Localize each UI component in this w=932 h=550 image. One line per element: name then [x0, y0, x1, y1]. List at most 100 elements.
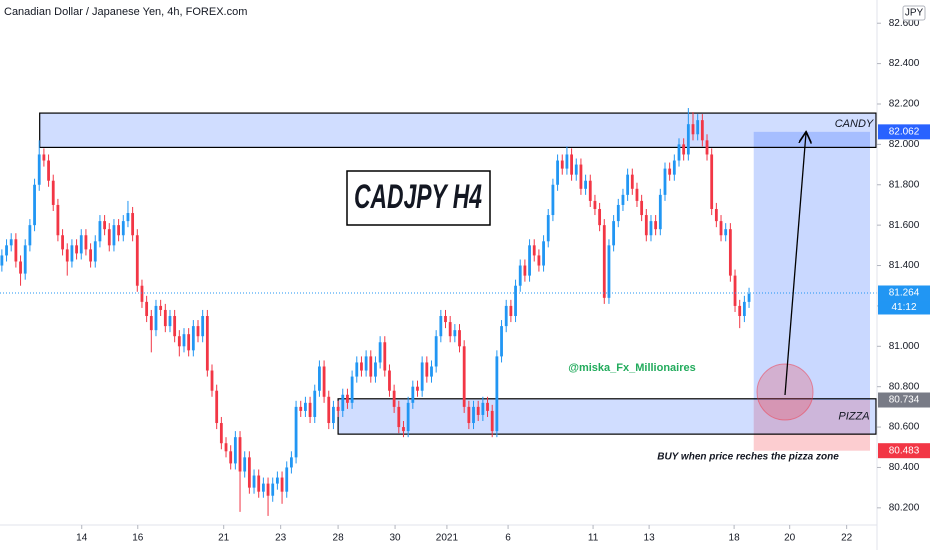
candle-body	[420, 362, 424, 391]
candle-body	[75, 245, 78, 254]
candle-body	[37, 154, 41, 185]
candle-body	[467, 406, 471, 424]
candle-body	[215, 390, 219, 424]
note: BUY when price reches the pizza zone	[657, 452, 839, 463]
x-tick-label: 22	[841, 533, 853, 544]
candle-body	[696, 120, 700, 135]
currency: JPY	[905, 8, 924, 19]
candle-body	[584, 180, 588, 189]
candle-body	[649, 221, 653, 236]
candle-body	[542, 241, 545, 266]
arrow	[784, 133, 806, 396]
candle-body	[159, 305, 163, 310]
stop-label: 80.483	[889, 445, 920, 456]
candle-body	[691, 124, 695, 135]
candle-body	[243, 457, 247, 472]
candle-body	[500, 326, 503, 357]
candle-body	[350, 376, 354, 403]
handle: @miska_Fx_Millionaires	[568, 362, 696, 374]
candle-body	[313, 390, 317, 417]
candle-body	[308, 402, 312, 417]
candle-body	[644, 215, 648, 236]
candle-body	[121, 221, 125, 236]
candle-body	[257, 475, 261, 492]
candle-body	[416, 386, 419, 391]
y-tick-label: 80.600	[889, 422, 920, 433]
candle-body	[23, 245, 27, 274]
candle-body	[364, 356, 368, 371]
candle-body	[565, 154, 569, 169]
candle-body	[593, 200, 597, 209]
candle-body	[275, 477, 279, 484]
candle-body	[149, 316, 153, 331]
candle-body	[481, 402, 485, 415]
candle-body	[719, 221, 723, 236]
x-tick-label: 20	[784, 533, 796, 544]
candle-body	[654, 221, 658, 230]
candle-body	[677, 144, 681, 161]
candle-body	[682, 144, 686, 155]
candle-body	[546, 215, 550, 242]
candle-body	[252, 475, 256, 488]
countdown: 41:12	[891, 302, 916, 313]
candle-body	[733, 275, 737, 306]
candle-body	[304, 402, 307, 411]
candle-body	[378, 342, 382, 363]
candle-body	[79, 235, 83, 254]
candle-body	[332, 406, 335, 424]
last-price-label: 81.264	[889, 288, 920, 299]
candle-body	[289, 457, 293, 468]
candle-body	[271, 483, 275, 496]
candle-body	[444, 316, 447, 323]
candle-body	[65, 249, 69, 262]
candle-body	[747, 293, 751, 302]
x-tick-label: 2021	[436, 533, 459, 544]
candle-body	[430, 366, 433, 377]
candle-body	[388, 370, 391, 391]
candle-body	[458, 330, 461, 347]
candle-body	[93, 241, 97, 262]
candle-body	[145, 301, 149, 317]
candle-body	[19, 261, 22, 274]
candle-body	[187, 334, 191, 351]
target-label-bg	[878, 124, 930, 140]
candle-body	[724, 229, 728, 236]
candle-body	[205, 316, 209, 371]
zone-label: CANDY	[835, 118, 874, 130]
candle-body	[280, 477, 284, 492]
plot-area	[0, 108, 877, 516]
candle-body	[191, 326, 195, 351]
candle-body	[42, 154, 46, 161]
candle-body	[612, 221, 616, 246]
x-tick-label: 16	[132, 533, 144, 544]
candle-body	[261, 483, 265, 492]
candle-body	[51, 180, 55, 205]
y-tick-label: 80.800	[889, 381, 920, 392]
stop-label-bg	[878, 443, 930, 459]
candle-body	[117, 225, 121, 236]
candle-body	[196, 326, 200, 337]
candle-body	[579, 164, 583, 189]
candle-body	[56, 204, 60, 236]
countdown-bg	[878, 300, 930, 315]
y-tick-label: 82.600	[889, 18, 920, 29]
candle-body	[607, 245, 611, 298]
entry-label: 80.734	[889, 395, 920, 406]
candle-body	[668, 168, 672, 175]
candle-body	[663, 168, 667, 195]
candle-body	[47, 160, 50, 181]
candle-body	[360, 362, 363, 371]
candle-body	[514, 285, 517, 317]
candle-body	[84, 235, 88, 250]
candle-body	[285, 467, 289, 492]
candle-body	[472, 406, 475, 424]
candle-body	[103, 221, 107, 230]
candle-body	[439, 316, 443, 337]
candle-body	[738, 305, 742, 317]
y-tick-label: 81.400	[889, 260, 920, 271]
x-tick-label: 6	[505, 533, 511, 544]
candle-body	[238, 437, 242, 472]
candle-body	[714, 208, 718, 222]
candle-body	[705, 140, 709, 155]
candle-body	[163, 309, 167, 327]
